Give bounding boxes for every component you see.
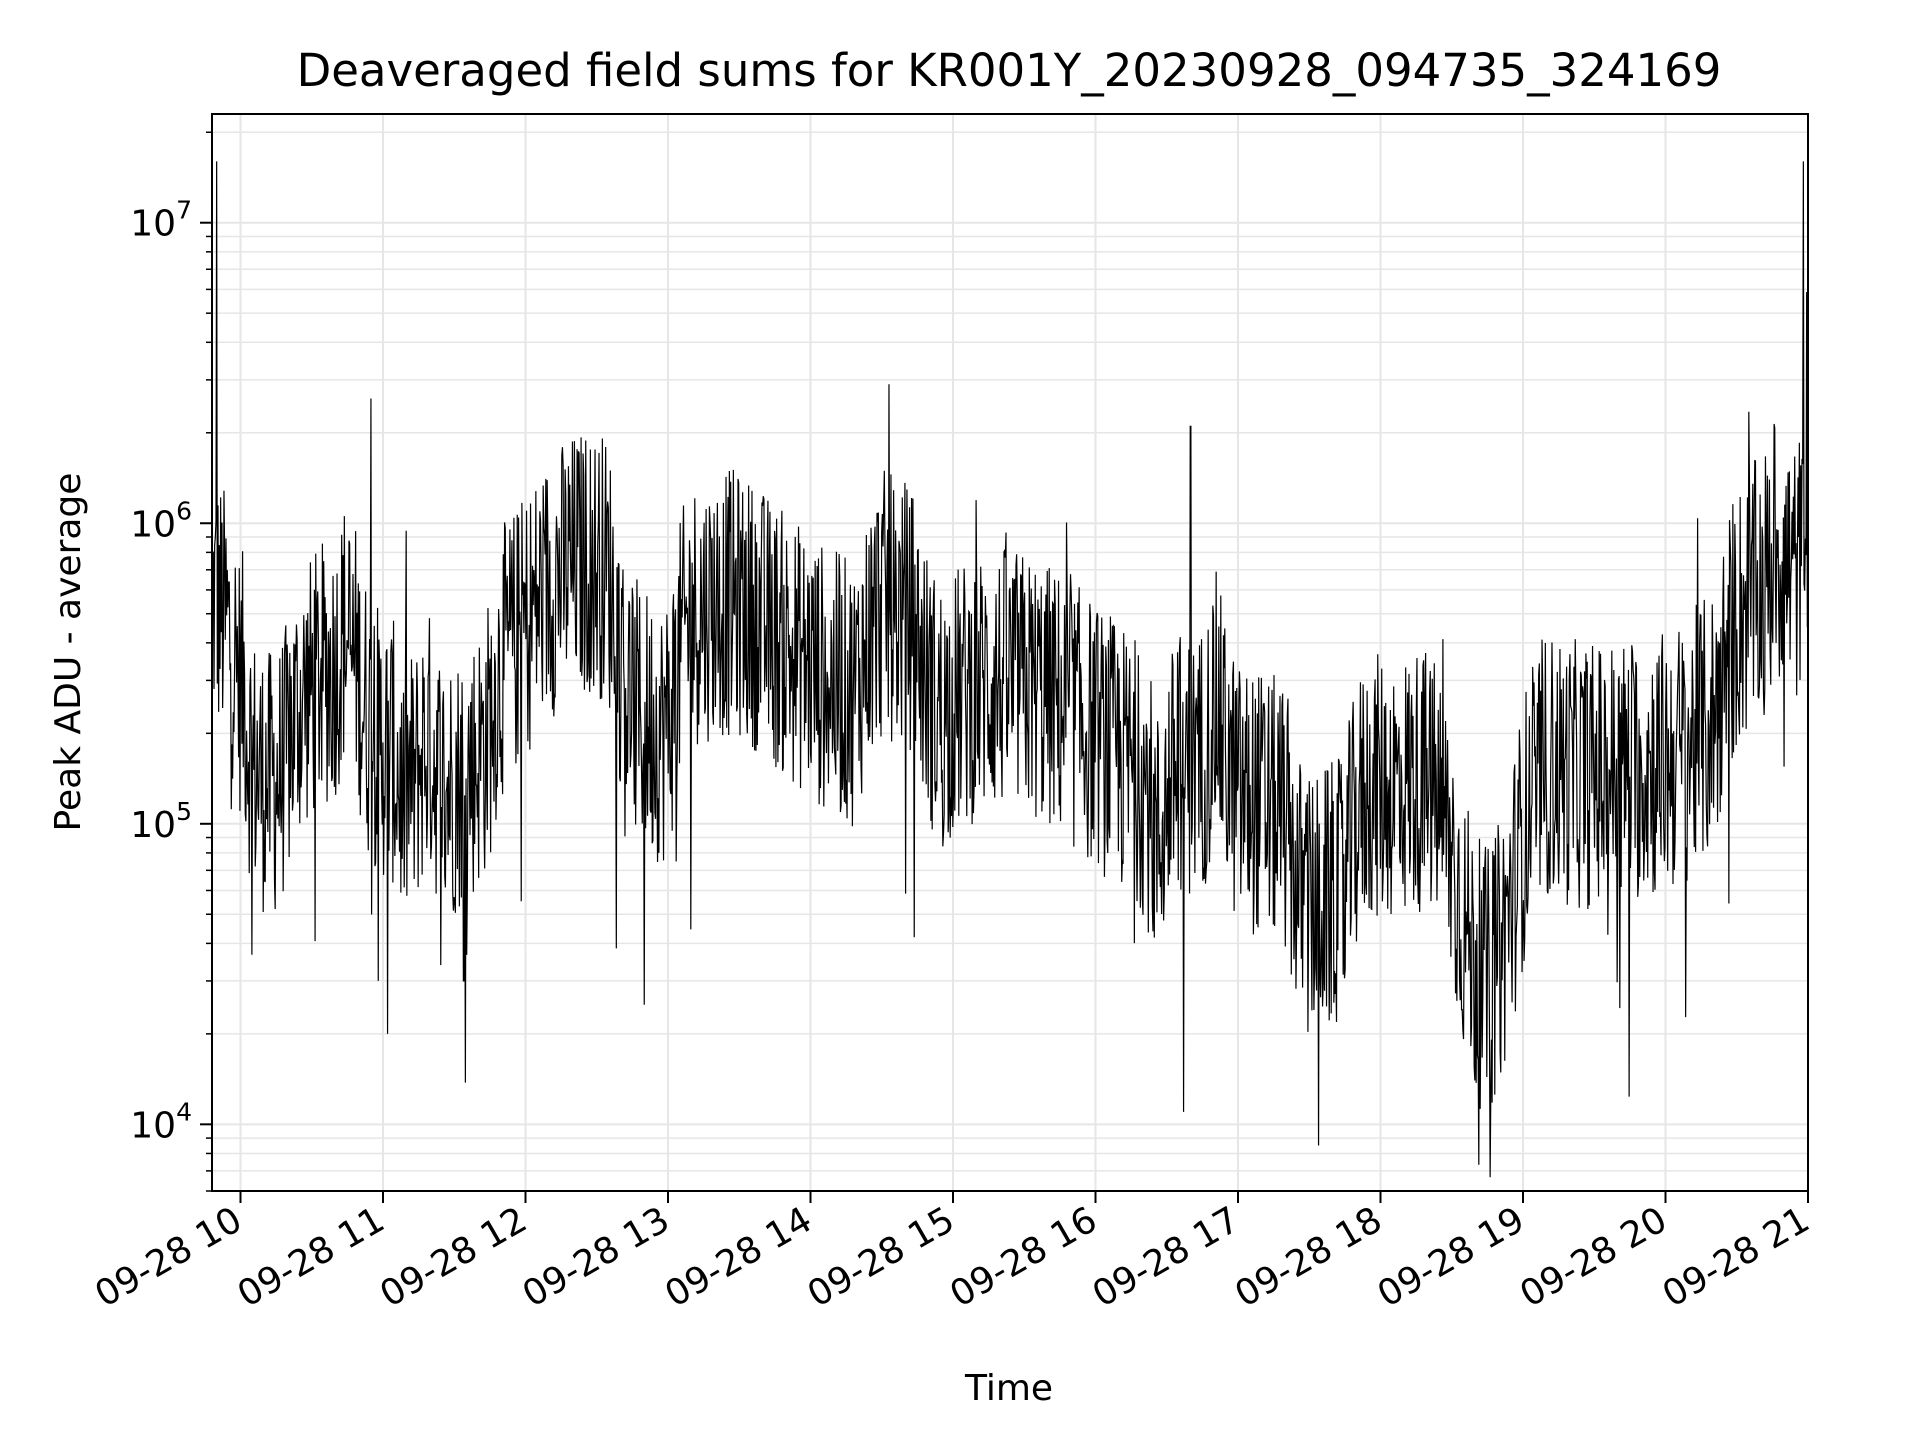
y-tick-label: 105 [130, 797, 192, 846]
y-tick-label: 107 [130, 196, 192, 245]
grid [212, 114, 1809, 1192]
y-tick-label: 104 [130, 1097, 192, 1146]
y-axis-label: Peak ADU - average [48, 473, 89, 832]
y-tick-label: 106 [130, 496, 192, 545]
plot-frame [211, 113, 1809, 1192]
series-line [211, 161, 1809, 1178]
chart-title: Deaveraged field sums for KR001Y_2023092… [297, 44, 1722, 97]
x-axis-label: Time [964, 1368, 1053, 1409]
y-axis: 104 105 106 107 [130, 131, 212, 1192]
data-trace [211, 161, 1809, 1178]
